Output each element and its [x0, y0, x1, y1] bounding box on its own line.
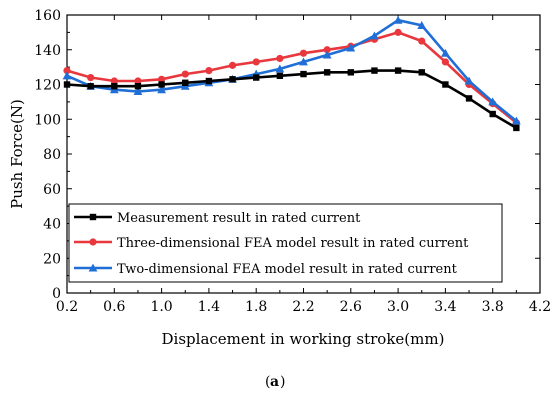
- data-point-0-15: [418, 69, 425, 76]
- x-tick-label: 3.0: [387, 299, 409, 315]
- y-tick-label: 120: [34, 78, 61, 94]
- x-tick-label: 1.8: [245, 299, 267, 315]
- series-2: [62, 15, 521, 125]
- x-tick-label: 4.2: [529, 299, 550, 315]
- data-point-0-1: [87, 83, 94, 90]
- series-line-1: [66, 31, 518, 124]
- data-point-0-7: [229, 76, 236, 83]
- data-point-1-16: [441, 58, 449, 66]
- legend-item-1: Three-dimensional FEA model result in ra…: [74, 236, 469, 251]
- data-point-1-5: [181, 70, 189, 78]
- legend-label: Measurement result in rated current: [117, 211, 361, 226]
- y-tick-label: 40: [43, 217, 61, 233]
- data-point-0-12: [347, 69, 354, 76]
- data-point-0-2: [111, 83, 118, 90]
- y-tick-label: 80: [43, 147, 61, 163]
- x-tick-label: 1.4: [198, 299, 220, 315]
- legend-swatch-marker: [89, 213, 97, 221]
- legend-label: Two-dimensional FEA model result in rate…: [117, 262, 458, 277]
- data-point-1-2: [110, 77, 118, 85]
- x-tick-label: 3.8: [482, 299, 504, 315]
- caption-close: ): [280, 374, 285, 390]
- data-point-2-10: [299, 57, 308, 66]
- data-point-2-18: [488, 97, 498, 106]
- series-line-2: [66, 18, 518, 123]
- data-point-0-3: [134, 83, 142, 90]
- data-point-1-15: [418, 37, 426, 45]
- x-tick-label: 2.6: [340, 299, 362, 315]
- data-point-0-5: [182, 79, 189, 86]
- data-point-2-14: [393, 15, 403, 24]
- data-point-0-14: [394, 67, 402, 74]
- data-point-0-19: [513, 124, 520, 132]
- data-point-2-11: [322, 50, 332, 59]
- series-0: [63, 67, 520, 132]
- data-point-1-3: [134, 77, 142, 85]
- x-tick-label: 0.2: [56, 299, 78, 315]
- data-point-0-4: [158, 81, 165, 88]
- caption: ( a ): [265, 374, 285, 390]
- data-point-2-16: [441, 48, 450, 57]
- y-tick-label: 60: [43, 182, 61, 198]
- data-point-1-0: [63, 67, 71, 75]
- data-point-0-9: [276, 72, 284, 80]
- data-point-0-17: [465, 95, 473, 102]
- series-layer: [62, 15, 521, 132]
- series-1: [63, 28, 520, 127]
- caption-open: (: [265, 374, 270, 390]
- y-tick-label: 0: [52, 286, 61, 302]
- data-point-1-9: [276, 54, 284, 63]
- legend: Measurement result in rated current Three…: [68, 203, 503, 283]
- data-point-1-7: [228, 61, 237, 69]
- legend-box: [68, 203, 503, 283]
- series-line-0: [66, 69, 517, 130]
- data-point-0-11: [323, 69, 331, 76]
- legend-swatch-marker: [89, 238, 97, 246]
- y-tick-label: 100: [34, 112, 61, 128]
- y-axis-ticks: 0 20 40 60 80 100 120 140 160: [34, 8, 540, 302]
- data-point-0-18: [489, 110, 496, 118]
- plot-area: 0.2 0.6 1.0 1.4 1.8 2.2 2.6 3.0 3.4 3.8 4.2 0 20 40 6…: [34, 8, 550, 315]
- x-axis-ticks: 0.2 0.6 1.0 1.4 1.8 2.2 2.6 3.0 3.4 3.8 4.2: [56, 15, 550, 315]
- data-point-2-17: [464, 76, 474, 85]
- x-tick-label: 1.0: [150, 299, 172, 315]
- data-point-2-4: [157, 85, 166, 94]
- data-point-1-10: [299, 49, 308, 57]
- data-point-1-14: [394, 28, 402, 36]
- data-point-2-13: [370, 31, 379, 40]
- data-point-0-10: [300, 70, 307, 78]
- data-point-1-1: [87, 73, 95, 82]
- caption-letter: a: [270, 374, 279, 390]
- legend-label: Three-dimensional FEA model result in ra…: [117, 236, 469, 251]
- data-point-2-0: [62, 71, 72, 80]
- data-point-0-16: [442, 81, 449, 88]
- y-tick-label: 20: [43, 251, 61, 267]
- data-point-2-12: [346, 43, 356, 52]
- x-axis-title: Displacement in working stroke(mm): [162, 330, 445, 348]
- x-tick-label: 0.6: [103, 299, 125, 315]
- data-point-1-8: [252, 58, 260, 66]
- legend-swatch-marker: [88, 263, 98, 272]
- data-point-0-13: [371, 67, 378, 74]
- data-point-1-4: [158, 75, 166, 83]
- x-tick-label: 3.4: [434, 299, 456, 315]
- data-point-2-3: [133, 87, 143, 95]
- y-tick-label: 140: [34, 43, 61, 59]
- data-point-2-19: [511, 116, 521, 125]
- data-point-0-6: [205, 77, 213, 85]
- legend-item-0: Measurement result in rated current: [74, 211, 361, 226]
- data-point-0-8: [253, 74, 260, 81]
- data-point-0-0: [63, 81, 71, 88]
- data-point-2-9: [275, 64, 285, 73]
- y-tick-label: 160: [34, 8, 61, 24]
- y-axis-title: Push Force(N): [8, 99, 26, 209]
- data-point-1-6: [205, 67, 213, 75]
- data-point-2-15: [417, 21, 427, 29]
- x-tick-label: 2.2: [292, 299, 314, 315]
- legend-item-2: Two-dimensional FEA model result in rate…: [74, 262, 458, 277]
- data-point-1-11: [323, 46, 331, 54]
